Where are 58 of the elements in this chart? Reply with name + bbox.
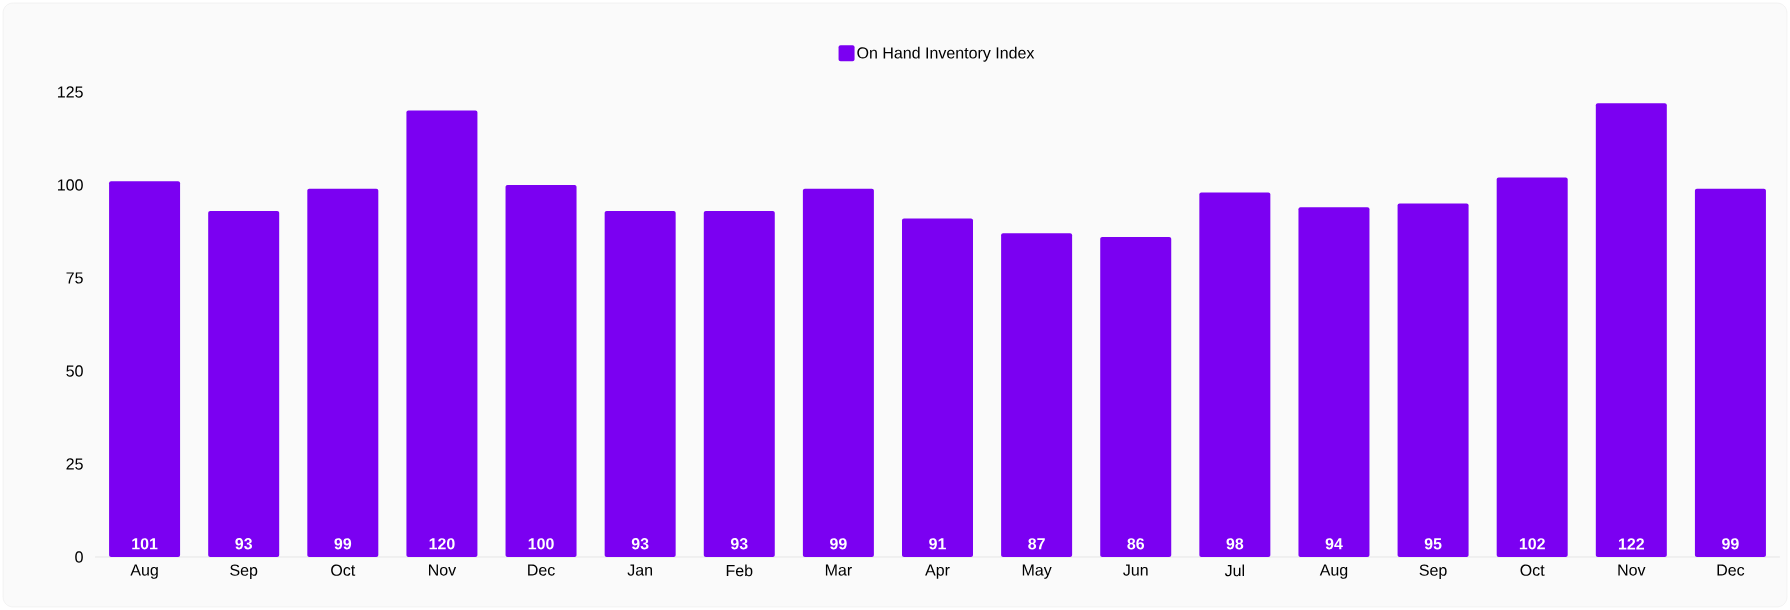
bar xyxy=(109,181,181,557)
bar xyxy=(208,211,280,557)
x-tick-label: Sep xyxy=(1419,564,1447,580)
x-tick-label: Aug xyxy=(130,564,158,579)
data-label: 122 xyxy=(1618,538,1644,550)
data-label: 93 xyxy=(235,538,252,550)
data-label: 86 xyxy=(1127,538,1145,550)
x-tick-label: Nov xyxy=(1618,564,1646,576)
x-tick-label: Aug xyxy=(1319,564,1348,579)
data-label: 100 xyxy=(528,538,554,550)
data-label: 98 xyxy=(1226,538,1244,550)
y-tick-label: 75 xyxy=(66,272,83,284)
x-tick-label: Dec xyxy=(528,564,555,576)
bar xyxy=(604,211,676,557)
bar xyxy=(1100,237,1172,557)
x-tick-label: Nov xyxy=(429,564,457,576)
data-label: 102 xyxy=(1519,538,1545,550)
x-tick-label: Oct xyxy=(1520,564,1545,576)
bar xyxy=(1001,233,1073,557)
data-label: 91 xyxy=(929,538,946,550)
data-label: 101 xyxy=(132,538,158,550)
bar xyxy=(1298,207,1370,557)
x-tick-label: Apr xyxy=(925,564,950,579)
bar xyxy=(307,188,379,557)
data-label: 120 xyxy=(429,538,455,550)
y-tick-label: 100 xyxy=(58,179,83,191)
data-label: 95 xyxy=(1424,538,1442,550)
data-label: 99 xyxy=(334,538,352,550)
y-tick-label: 125 xyxy=(58,86,83,98)
bar xyxy=(1496,177,1568,557)
x-tick-label: Dec xyxy=(1717,564,1745,576)
x-tick-label: Jun xyxy=(1123,564,1148,576)
y-tick-label: 50 xyxy=(66,365,83,377)
bar xyxy=(505,184,577,557)
bar xyxy=(1199,192,1271,557)
bar xyxy=(1595,103,1667,557)
bar xyxy=(902,218,973,557)
x-tick-label: Mar xyxy=(825,564,852,576)
x-tick-label: Feb xyxy=(726,564,753,577)
bar xyxy=(406,110,478,557)
x-tick-label: Jul xyxy=(1224,564,1244,577)
data-label: 93 xyxy=(631,538,649,550)
bar xyxy=(703,211,775,557)
data-label: 99 xyxy=(830,538,847,550)
data-label: 99 xyxy=(1722,538,1739,550)
data-label: 87 xyxy=(1028,538,1045,550)
data-label: 93 xyxy=(730,538,748,550)
y-tick-label: 0 xyxy=(75,551,83,563)
data-label: 94 xyxy=(1325,538,1343,550)
bar xyxy=(1694,188,1766,557)
bar xyxy=(1397,203,1469,557)
x-tick-label: Jan xyxy=(627,564,653,576)
x-tick-label: Oct xyxy=(331,564,356,576)
bar xyxy=(802,188,874,557)
legend-label: On Hand Inventory Index xyxy=(857,46,1035,62)
y-tick-label: 25 xyxy=(66,458,83,470)
x-tick-label: May xyxy=(1022,564,1052,579)
x-tick-label: Sep xyxy=(230,564,258,580)
